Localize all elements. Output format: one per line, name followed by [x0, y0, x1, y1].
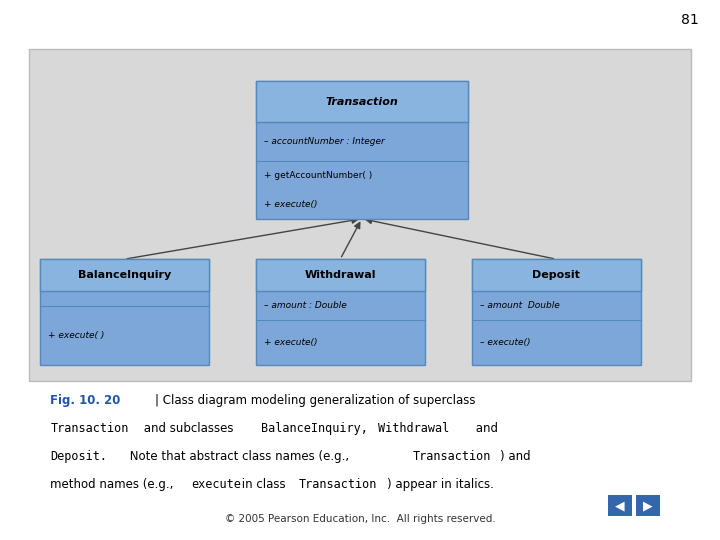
- Bar: [40, 259, 209, 291]
- Bar: [256, 259, 425, 364]
- Text: BalanceInquiry: BalanceInquiry: [78, 270, 171, 280]
- Text: + execute(): + execute(): [264, 338, 318, 347]
- Text: ◀: ◀: [616, 499, 625, 512]
- Text: – execute(): – execute(): [480, 338, 531, 347]
- Text: – accountNumber : Integer: – accountNumber : Integer: [264, 137, 385, 146]
- Text: ▶: ▶: [643, 499, 652, 512]
- Text: – amount : Double: – amount : Double: [264, 301, 347, 310]
- Text: Transaction: Transaction: [299, 478, 377, 491]
- Bar: [256, 259, 425, 291]
- Text: Transaction: Transaction: [413, 450, 491, 463]
- Bar: [636, 495, 660, 516]
- Text: and: and: [472, 422, 498, 435]
- Text: | Class diagram modeling generalization of superclass: | Class diagram modeling generalization …: [155, 394, 475, 407]
- Text: Note that abstract class names (e.g.,: Note that abstract class names (e.g.,: [126, 450, 353, 463]
- Bar: [608, 495, 632, 516]
- Bar: [29, 49, 691, 381]
- Text: Deposit.: Deposit.: [50, 450, 107, 463]
- Text: method names (e.g.,: method names (e.g.,: [50, 478, 178, 491]
- Bar: [256, 81, 468, 219]
- Bar: [40, 259, 209, 364]
- Text: Withdrawal: Withdrawal: [305, 270, 376, 280]
- Text: Deposit: Deposit: [532, 270, 580, 280]
- Text: execute: execute: [191, 478, 240, 491]
- Text: Fig. 10. 20: Fig. 10. 20: [50, 394, 121, 407]
- Text: + execute(): + execute(): [264, 200, 318, 209]
- Text: ) appear in italics.: ) appear in italics.: [387, 478, 494, 491]
- Text: BalanceInquiry,: BalanceInquiry,: [261, 422, 367, 435]
- Text: + getAccountNumber( ): + getAccountNumber( ): [264, 171, 372, 180]
- Text: ) and: ) and: [500, 450, 531, 463]
- Bar: [472, 259, 641, 291]
- Text: Transaction: Transaction: [325, 97, 398, 107]
- Bar: [472, 259, 641, 364]
- Text: Transaction: Transaction: [50, 422, 129, 435]
- Text: © 2005 Pearson Education, Inc.  All rights reserved.: © 2005 Pearson Education, Inc. All right…: [225, 514, 495, 524]
- Text: Withdrawal: Withdrawal: [378, 422, 449, 435]
- Text: in class: in class: [238, 478, 289, 491]
- Text: + execute( ): + execute( ): [48, 330, 104, 340]
- Bar: [256, 81, 468, 122]
- Text: and subclasses: and subclasses: [140, 422, 238, 435]
- Text: 81: 81: [680, 14, 698, 28]
- Text: – amount  Double: – amount Double: [480, 301, 560, 310]
